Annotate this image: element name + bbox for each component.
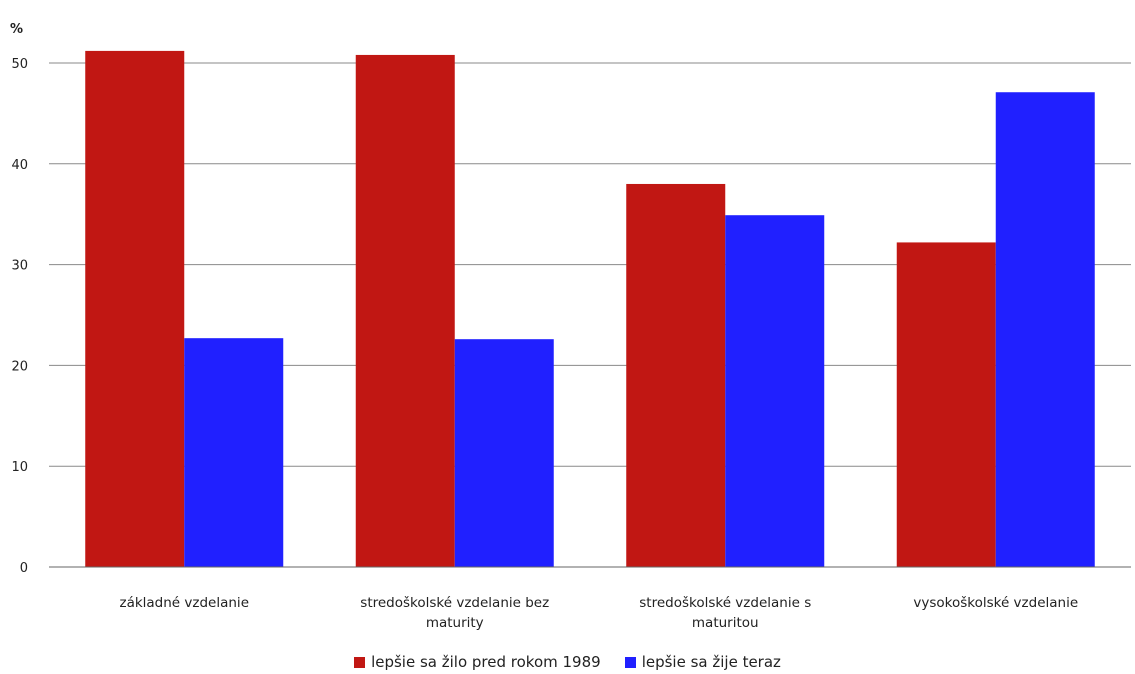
x-category-label: maturity [426, 615, 484, 631]
y-axis-ticks: 0 10 20 30 40 50 [11, 57, 28, 576]
x-category-label: stredoškolské vzdelanie s [639, 595, 811, 611]
legend-swatch [624, 656, 636, 668]
bar-series-2 [454, 339, 554, 567]
y-tick-label: 30 [11, 259, 28, 274]
x-category-label: vysokoškolské vzdelanie [913, 595, 1078, 611]
legend: lepšie sa žilo pred rokom 1989 lepšie sa … [0, 650, 1135, 674]
bar-series-1 [626, 183, 726, 567]
legend-label: lepšie sa žilo pred rokom 1989 [371, 653, 601, 671]
y-tick-label: 0 [20, 561, 28, 576]
bars [85, 50, 1095, 568]
bar-series-1 [355, 54, 455, 568]
legend-item-1: lepšie sa žilo pred rokom 1989 [354, 653, 601, 671]
y-tick-label: 40 [11, 158, 28, 173]
x-category-label: stredoškolské vzdelanie bez [360, 595, 549, 611]
y-tick-label: 10 [11, 460, 28, 475]
x-category-label: základné vzdelanie [119, 595, 249, 611]
y-tick-label: 20 [11, 359, 28, 374]
bar-series-1 [85, 50, 185, 568]
legend-label: lepšie sa žije teraz [641, 653, 781, 671]
bar-series-1 [896, 242, 996, 567]
y-axis-unit-label: % [10, 22, 23, 37]
bar-series-2 [725, 215, 825, 567]
bar-chart: 0 10 20 30 40 50 základné vzdelanie stredoškol… [10, 22, 1131, 631]
bar-series-2 [995, 92, 1095, 568]
legend-item-2: lepšie sa žije teraz [624, 653, 781, 671]
bar-series-2 [184, 338, 284, 567]
legend-swatch [354, 656, 366, 668]
x-category-label: maturitou [692, 615, 759, 631]
x-axis-labels: základné vzdelanie stredoškolské vzdelani… [119, 595, 1078, 631]
y-tick-label: 50 [11, 57, 28, 72]
